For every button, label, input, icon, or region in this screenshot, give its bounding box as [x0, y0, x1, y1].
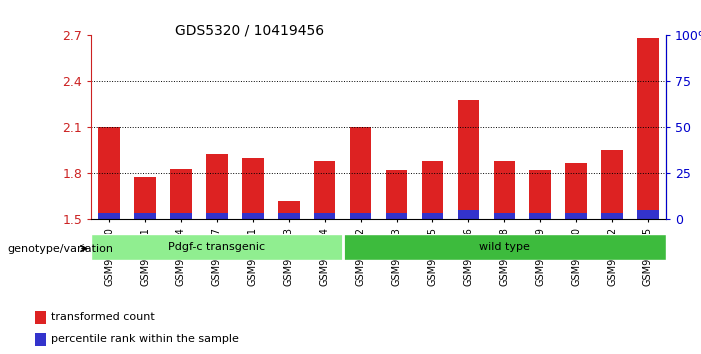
Bar — [637, 39, 659, 219]
Bar — [350, 213, 372, 219]
Bar — [98, 127, 120, 219]
Text: percentile rank within the sample: percentile rank within the sample — [51, 335, 239, 344]
Bar — [170, 213, 192, 219]
Text: transformed count: transformed count — [51, 312, 155, 322]
Text: wild type: wild type — [479, 242, 530, 252]
Bar — [494, 213, 515, 219]
Bar — [601, 150, 622, 219]
Bar — [529, 213, 551, 219]
Bar — [458, 100, 479, 219]
Bar — [314, 213, 335, 219]
Bar — [278, 201, 299, 219]
Bar — [170, 169, 192, 219]
Bar — [565, 163, 587, 219]
Bar — [601, 213, 622, 219]
Bar — [529, 170, 551, 219]
FancyBboxPatch shape — [91, 234, 343, 260]
Bar — [421, 161, 443, 219]
Bar — [278, 213, 299, 219]
Text: Pdgf-c transgenic: Pdgf-c transgenic — [168, 242, 266, 252]
Bar — [350, 127, 372, 219]
Bar — [98, 213, 120, 219]
Text: genotype/variation: genotype/variation — [7, 244, 113, 253]
Bar — [386, 170, 407, 219]
Bar — [35, 310, 46, 324]
Bar — [494, 161, 515, 219]
Bar — [421, 213, 443, 219]
Bar — [314, 161, 335, 219]
Bar — [206, 154, 228, 219]
Text: GDS5320 / 10419456: GDS5320 / 10419456 — [175, 23, 325, 37]
FancyBboxPatch shape — [343, 234, 666, 260]
Bar — [637, 210, 659, 219]
Bar — [35, 333, 46, 346]
Bar — [242, 158, 264, 219]
Bar — [135, 177, 156, 219]
Bar — [386, 213, 407, 219]
Bar — [135, 213, 156, 219]
Bar — [565, 213, 587, 219]
Bar — [242, 213, 264, 219]
Bar — [458, 210, 479, 219]
Bar — [206, 213, 228, 219]
